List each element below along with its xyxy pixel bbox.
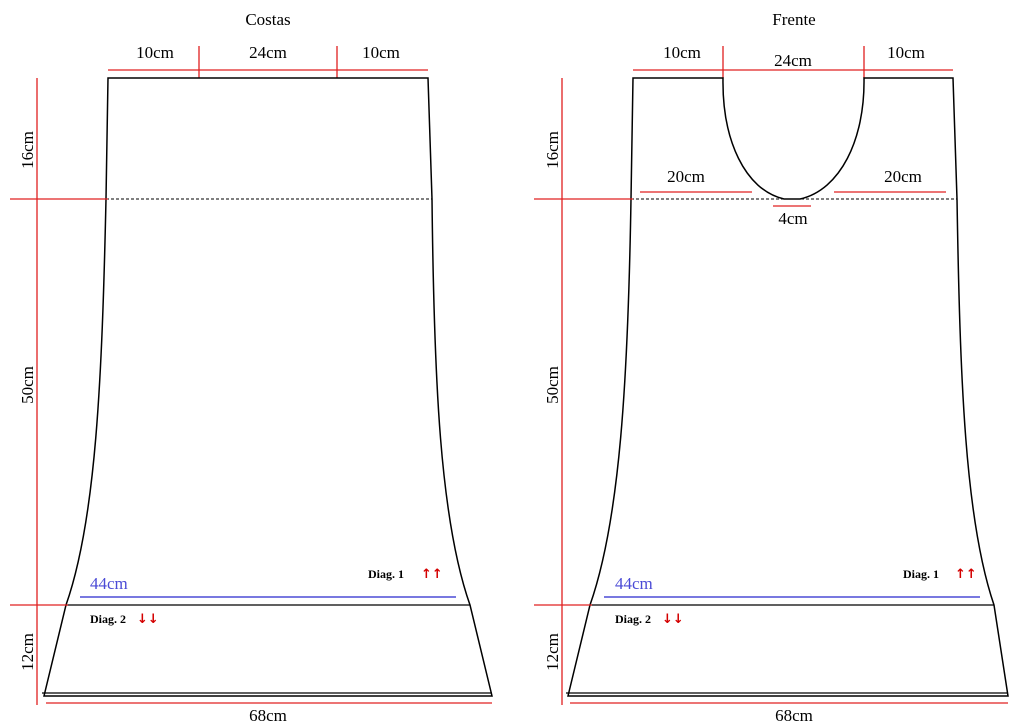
front-neck-right-label: 20cm xyxy=(884,167,922,186)
front-neck-bottom-label: 4cm xyxy=(778,209,807,228)
back-hem-label: 68cm xyxy=(249,706,287,725)
back-outline xyxy=(44,78,492,696)
front-title: Frente xyxy=(772,10,815,29)
front-top-center-label: 24cm xyxy=(774,51,812,70)
back-top-right-label: 10cm xyxy=(362,43,400,62)
back-diag1-label: Diag. 1 xyxy=(368,567,404,581)
back-height-16-label: 16cm xyxy=(18,131,37,169)
front-diag2-arrows: ↓↓ xyxy=(662,612,684,627)
back-height-12-label: 12cm xyxy=(18,633,37,671)
front-44cm-label: 44cm xyxy=(615,574,653,593)
back-44cm-label: 44cm xyxy=(90,574,128,593)
front-height-16-label: 16cm xyxy=(543,131,562,169)
back-height-50-label: 50cm xyxy=(18,366,37,404)
front-height-12-label: 12cm xyxy=(543,633,562,671)
front-diag1-label: Diag. 1 xyxy=(903,567,939,581)
front-diag1-arrows: ↑↑ xyxy=(955,567,977,582)
front-diag2-label: Diag. 2 xyxy=(615,612,651,626)
back-diag2-label: Diag. 2 xyxy=(90,612,126,626)
back-top-left-label: 10cm xyxy=(136,43,174,62)
front-neck-left-label: 20cm xyxy=(667,167,705,186)
front-outline xyxy=(568,78,1008,696)
back-piece: Costas 10cm 24cm 10cm 44cm 16cm 50cm 12c… xyxy=(10,10,492,725)
back-title: Costas xyxy=(245,10,290,29)
back-diag2-arrows: ↓↓ xyxy=(137,612,159,627)
back-diag1-arrows: ↑↑ xyxy=(421,567,443,582)
front-top-right-label: 10cm xyxy=(887,43,925,62)
front-hem-label: 68cm xyxy=(775,706,813,725)
front-top-left-label: 10cm xyxy=(663,43,701,62)
front-piece: Frente 10cm 24cm 10cm 20cm 20cm 4cm 44cm xyxy=(534,10,1008,725)
front-height-50-label: 50cm xyxy=(543,366,562,404)
back-top-center-label: 24cm xyxy=(249,43,287,62)
